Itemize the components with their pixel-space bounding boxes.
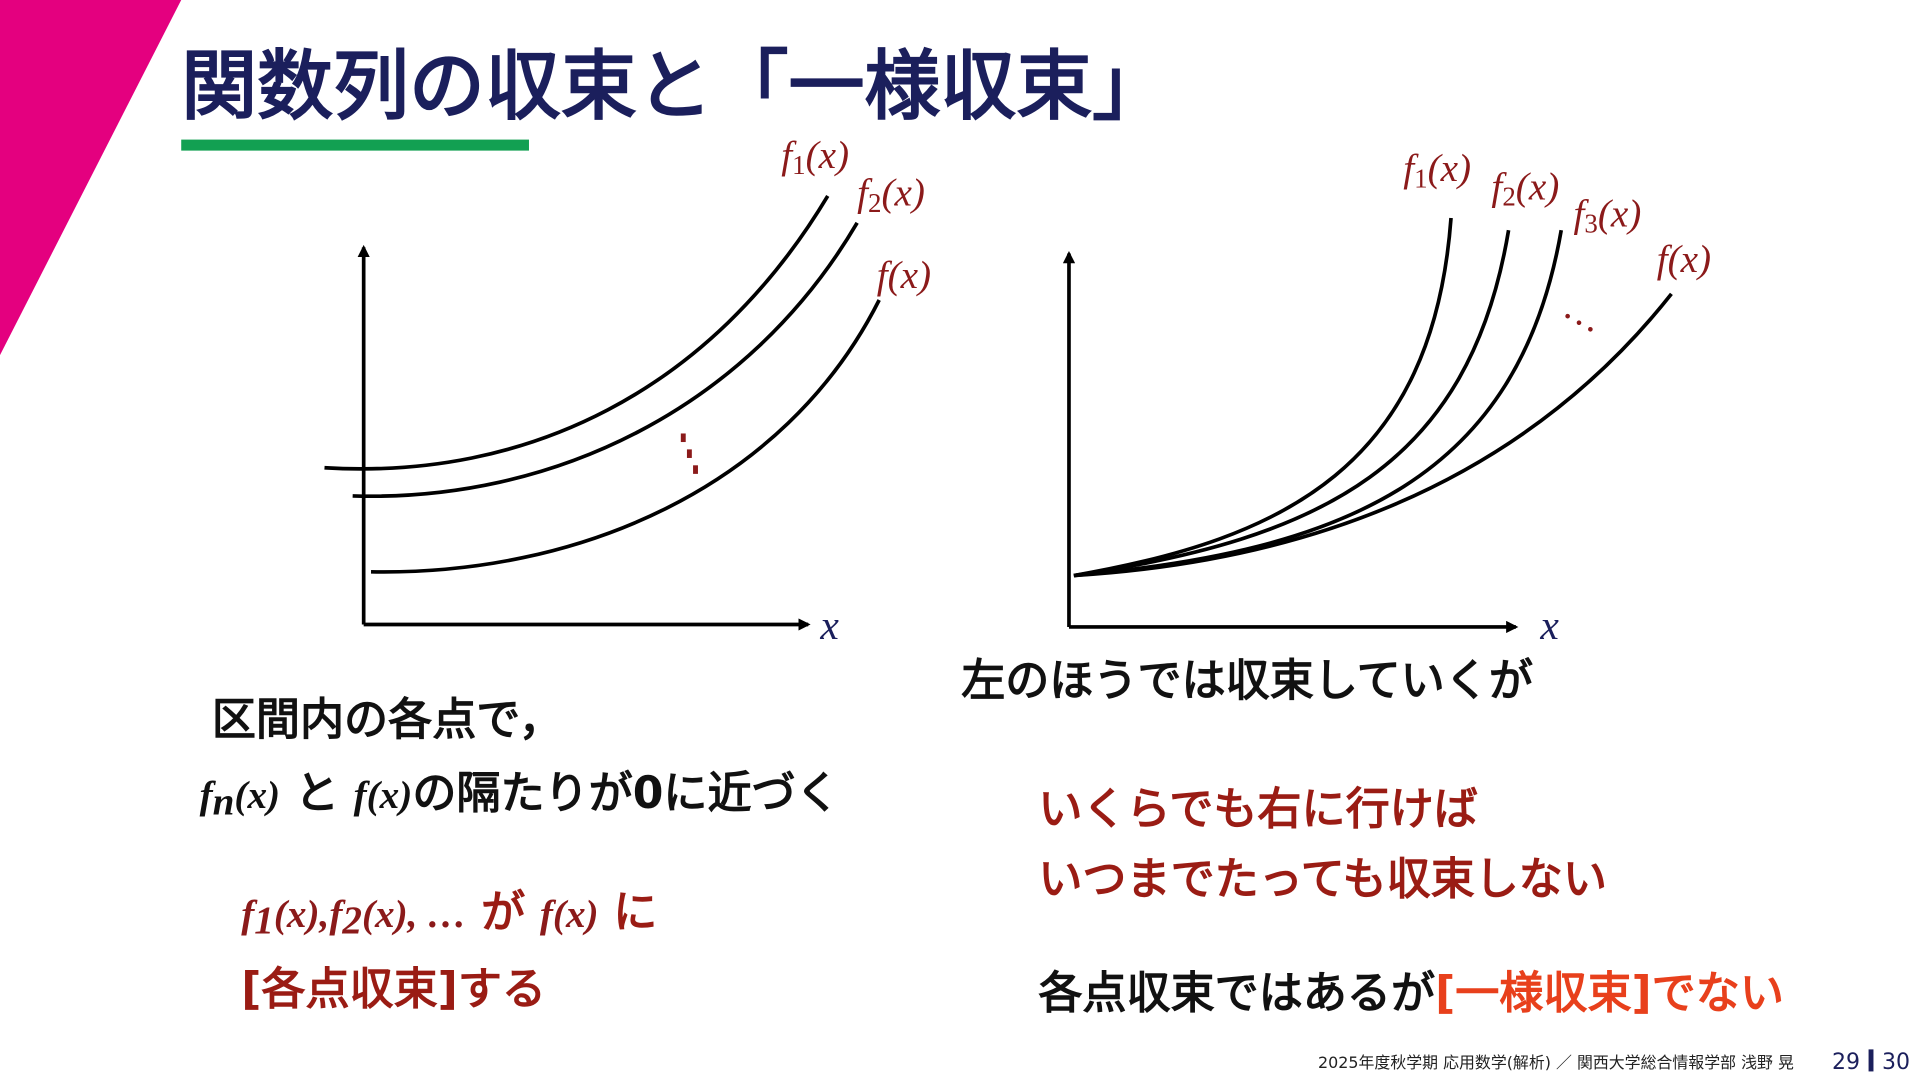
note: f1(x),f2(x), … が f(x) に <box>241 887 657 942</box>
curve <box>1073 217 1453 578</box>
ellipsis: … <box>1559 286 1611 341</box>
curve <box>1073 229 1564 578</box>
page-separator <box>1868 1049 1874 1072</box>
accent-triangle <box>0 0 182 356</box>
note: いつまでたっても収束しない <box>1038 854 1607 905</box>
curve-label: f(x) <box>1657 238 1711 281</box>
curve <box>324 194 830 471</box>
axis-label: x <box>1539 603 1559 649</box>
curve-label: f1(x) <box>1403 147 1471 193</box>
curve-label: f2(x) <box>857 172 925 218</box>
curve <box>1073 229 1511 578</box>
note: fn(x) と f(x)の隔たりが0に近づく <box>200 768 840 823</box>
page-number: 29 <box>1832 1050 1860 1075</box>
caption: 左のほうでは収束していくが <box>961 656 1533 707</box>
note: 各点収束ではあるが[一様収束]でない <box>1038 968 1784 1019</box>
curve-label: f(x) <box>877 254 931 297</box>
note: [各点収束]する <box>241 964 546 1015</box>
curve-label: f1(x) <box>781 134 849 180</box>
dots <box>680 433 698 474</box>
note: いくらでも右に行けば <box>1038 784 1477 835</box>
axis-label: x <box>819 603 839 649</box>
curve-label: f3(x) <box>1573 193 1641 239</box>
curve-label: f2(x) <box>1491 166 1559 212</box>
curve <box>370 299 881 574</box>
curve <box>1073 292 1673 578</box>
slide-title: 関数列の収束と「一様収束」 <box>181 43 1168 131</box>
page-total: 30 <box>1882 1050 1910 1075</box>
curve <box>352 221 859 499</box>
footer: 2025年度秋学期 応用数学(解析) ／ 関西大学総合情報学部 浅野 晃 <box>1318 1053 1794 1072</box>
title-underline <box>181 139 529 151</box>
note: 区間内の各点で， <box>212 695 563 746</box>
